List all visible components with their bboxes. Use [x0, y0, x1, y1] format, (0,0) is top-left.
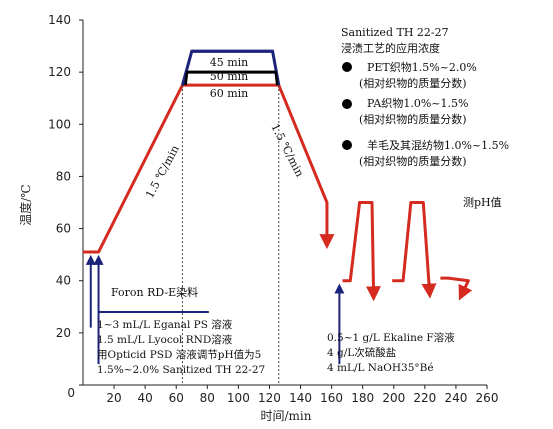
hold-45-line	[180, 49, 281, 86]
bath-line-3: 用Opticid PSD 溶液调节pH值为5	[97, 348, 261, 361]
post-process-step-0	[342, 201, 381, 302]
post-process-step-1	[392, 201, 437, 299]
y-tick-label: 140	[48, 13, 71, 27]
x-tick-label: 40	[138, 391, 153, 405]
x-tick-label: 200	[382, 391, 405, 405]
series-line-0	[83, 83, 335, 254]
x-axis-title: 时间/min	[261, 409, 312, 423]
legend-line-2: 浸渍工艺的应用浓度	[341, 41, 440, 55]
bath-line-4: 1.5%~2.0% Sanitized TH 22-27	[97, 364, 265, 376]
legend-line-7: 羊毛及其混纺物1.0%~1.5%	[367, 138, 509, 152]
x-tick-label: 260	[476, 391, 499, 405]
reduction-clearing-recipe: 0.5~1 g/L Ekaline F溶液 4 g/L次硫酸盐 4 mL/L N…	[327, 331, 455, 374]
legend-bullet-pet	[342, 62, 352, 72]
hold-label-60: 60 min	[210, 87, 249, 100]
legend-bullet-wool	[342, 140, 352, 150]
y-tick-label: 20	[56, 326, 71, 340]
x-tick-label: 140	[289, 391, 312, 405]
series-layer	[83, 49, 335, 254]
legend-line-6: (相对织物的质量分数)	[359, 112, 467, 126]
legend-block: Sanitized TH 22-27 浸渍工艺的应用浓度 PET织物1.5%~2…	[341, 26, 509, 168]
hold-50-line	[184, 70, 279, 86]
hold-label-45: 45 min	[210, 56, 249, 69]
cooling-rate-label: 1.5 ℃/min	[268, 121, 306, 179]
y-tick-label: 60	[56, 222, 71, 236]
legend-line-5: PA织物1.0%~1.5%	[367, 96, 468, 110]
legend-line-4: (相对织物的质量分数)	[359, 76, 467, 90]
x-tick-label: 160	[320, 391, 343, 405]
x-tick-label: 60	[169, 391, 184, 405]
axes	[82, 20, 487, 386]
guide-layer	[85, 85, 345, 385]
x-tick-label: 100	[227, 391, 250, 405]
bath-line-2: 1.5 mL/L Lyocol RND溶液	[97, 333, 233, 346]
x-tick-label: 120	[258, 391, 281, 405]
dye-bath-recipe: 1~3 mL/L Eganal PS 溶液 1.5 mL/L Lyocol RN…	[97, 318, 265, 376]
y-tick-label: 40	[56, 274, 71, 288]
legend-bullet-pa	[342, 99, 352, 109]
y-axis-title: 温度/℃	[18, 184, 33, 225]
post-process-layer	[342, 201, 473, 302]
y-tick-label: 0	[67, 386, 75, 400]
bath-line-1: 1~3 mL/L Eganal PS 溶液	[97, 318, 233, 331]
x-tick-label: 240	[444, 391, 467, 405]
legend-line-8: (相对织物的质量分数)	[359, 154, 467, 168]
clear-line-3: 4 mL/L NaOH35°Bé	[327, 362, 434, 374]
hold-label-50: 50 min	[210, 70, 249, 83]
x-tick-label: 220	[413, 391, 436, 405]
y-tick-label: 100	[48, 117, 71, 131]
y-tick-label: 120	[48, 65, 71, 79]
right-title: 测pH值	[463, 196, 502, 209]
post-process-step-2	[440, 276, 473, 301]
clear-line-1: 0.5~1 g/L Ekaline F溶液	[327, 331, 455, 344]
dye-label: Foron RD-E染料	[111, 285, 198, 299]
legend-line-1: Sanitized TH 22-27	[341, 26, 449, 39]
x-tick-label: 20	[106, 391, 121, 405]
x-tick-label: 180	[351, 391, 374, 405]
legend-line-3: PET织物1.5%~2.0%	[367, 60, 477, 74]
clear-line-2: 4 g/L次硫酸盐	[327, 346, 396, 359]
x-tick-label: 80	[200, 391, 215, 405]
y-tick-label: 80	[56, 169, 71, 183]
